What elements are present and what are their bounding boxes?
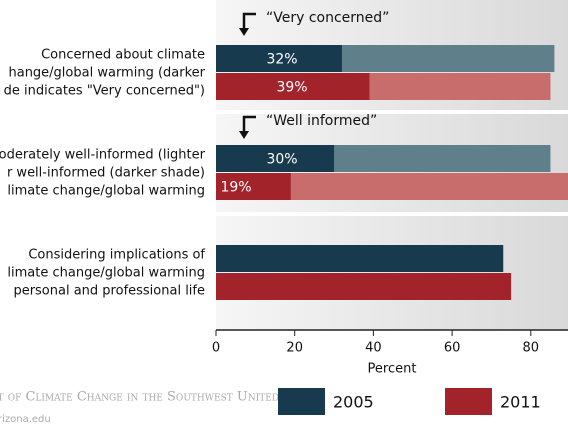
arrow-head — [239, 131, 249, 139]
data-label: 19% — [220, 180, 251, 196]
separator — [216, 212, 568, 216]
footer: rizona.edu — [0, 414, 51, 425]
separator — [216, 110, 568, 114]
legend-label: 2005 — [333, 393, 374, 412]
category-label: oderately well-informed (lighter — [0, 148, 206, 163]
category-label: limate change/global warming — [7, 266, 205, 281]
arrow-icon — [242, 12, 256, 32]
category-label: Concerned about climate — [41, 48, 205, 63]
bar-highlight — [216, 45, 342, 72]
category-label: personal and professional life — [13, 284, 205, 299]
arrow-head — [239, 28, 249, 36]
category-label: hange/global warming (darker — [8, 66, 205, 81]
category-label: limate change/global warming — [7, 184, 205, 199]
legend-swatch — [278, 388, 325, 415]
arrow-icon — [242, 115, 256, 135]
x-tick-label: 0 — [212, 341, 220, 356]
x-axis-label: Percent — [368, 362, 417, 377]
x-tick-label: 80 — [523, 341, 540, 356]
bar — [216, 273, 512, 300]
category-label: Considering implications of — [28, 248, 205, 263]
x-tick-label: 60 — [444, 341, 461, 356]
bar-highlight — [216, 173, 291, 200]
annotation: “Well informed” — [266, 113, 377, 129]
bar-highlight — [216, 73, 370, 100]
x-tick-label: 40 — [365, 341, 382, 356]
data-label: 39% — [276, 80, 307, 96]
annotation: “Very concerned” — [266, 10, 389, 26]
legend-swatch — [445, 388, 492, 415]
legend-label: 2011 — [500, 393, 541, 412]
category-label: r well-informed (darker shade) — [7, 166, 205, 181]
bar — [216, 245, 504, 272]
data-label: 32% — [266, 52, 297, 68]
x-tick-label: 20 — [286, 341, 303, 356]
data-label: 30% — [266, 152, 297, 168]
category-label: de indicates "Very concerned") — [4, 84, 205, 99]
bar-highlight — [216, 145, 335, 172]
footer: it of Climate Change in the Southwest Un… — [0, 390, 322, 405]
